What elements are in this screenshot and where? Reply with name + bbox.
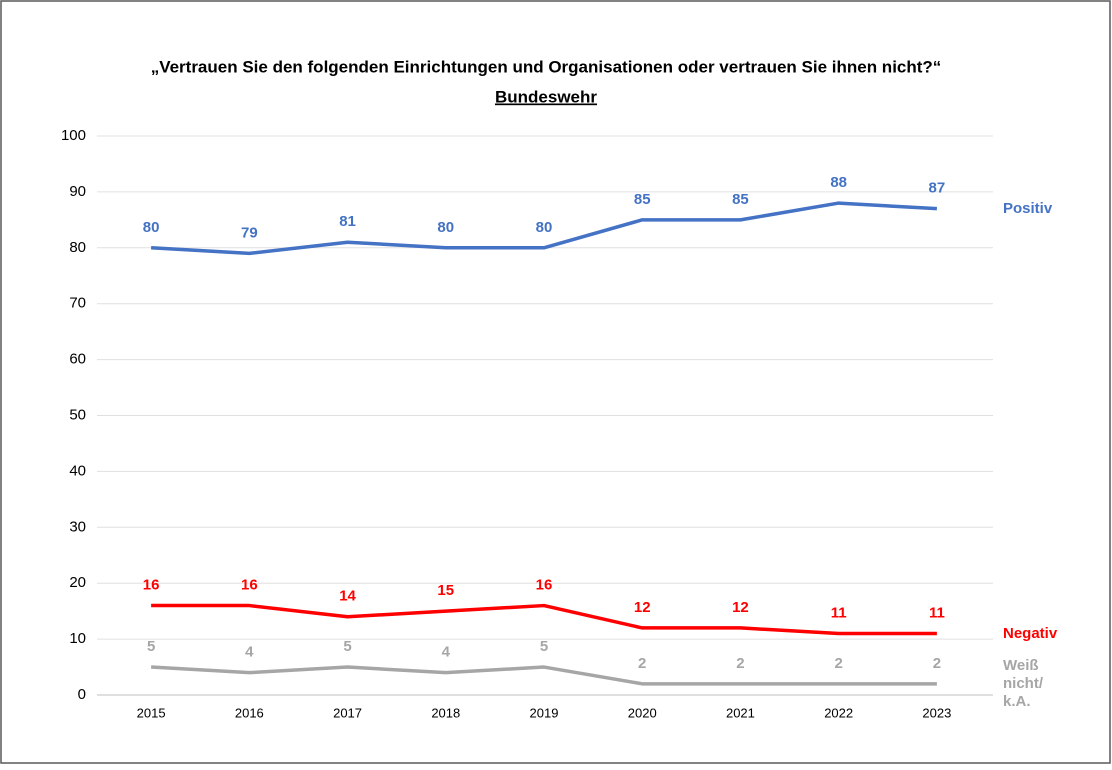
- data-label: 85: [732, 191, 749, 208]
- y-tick-label: 20: [69, 574, 86, 591]
- data-label: 4: [245, 644, 254, 661]
- x-tick-label: 2019: [530, 705, 559, 720]
- y-tick-label: 40: [69, 462, 86, 479]
- data-label: 16: [536, 577, 553, 594]
- legend-label: Negativ: [1003, 624, 1058, 642]
- data-label: 2: [736, 655, 744, 672]
- x-tick-label: 2017: [333, 705, 362, 720]
- data-label: 2: [638, 655, 646, 672]
- data-label: 15: [437, 582, 454, 599]
- x-tick-label: 2022: [824, 705, 853, 720]
- data-label: 5: [147, 638, 155, 655]
- legend-label: Positiv: [1003, 199, 1053, 217]
- y-tick-label: 10: [69, 630, 86, 647]
- x-tick-label: 2018: [431, 705, 460, 720]
- data-label: 88: [830, 174, 847, 191]
- x-tick-label: 2021: [726, 705, 755, 720]
- data-label: 16: [143, 577, 160, 594]
- x-tick-label: 2023: [922, 705, 951, 720]
- data-label: 4: [442, 644, 451, 661]
- data-label: 87: [929, 180, 946, 197]
- data-label: 11: [831, 604, 847, 621]
- y-tick-label: 0: [78, 686, 86, 703]
- series-line: [151, 201, 937, 256]
- data-label: 5: [540, 638, 548, 655]
- series-line: [151, 665, 937, 686]
- data-label: 5: [343, 638, 351, 655]
- data-label: 2: [933, 655, 941, 672]
- legend-label: Weiß nicht/ k.A.: [1003, 656, 1043, 710]
- y-tick-label: 70: [69, 295, 86, 312]
- data-label: 80: [536, 219, 553, 236]
- x-tick-label: 2015: [137, 705, 166, 720]
- data-label: 12: [732, 599, 749, 616]
- data-label: 11: [929, 604, 945, 621]
- data-label: 12: [634, 599, 651, 616]
- y-tick-label: 90: [69, 183, 86, 200]
- y-tick-label: 80: [69, 239, 86, 256]
- x-tick-label: 2016: [235, 705, 264, 720]
- data-label: 2: [834, 655, 842, 672]
- y-tick-label: 50: [69, 406, 86, 423]
- data-label: 80: [437, 219, 454, 236]
- data-label: 79: [241, 224, 258, 241]
- data-label: 81: [339, 213, 356, 230]
- x-tick-label: 2020: [628, 705, 657, 720]
- y-tick-label: 100: [61, 127, 86, 144]
- chart-subtitle: Bundeswehr: [495, 87, 597, 106]
- data-label: 80: [143, 219, 160, 236]
- data-label: 14: [339, 588, 356, 605]
- y-tick-label: 30: [69, 518, 86, 535]
- data-label: 85: [634, 191, 651, 208]
- y-tick-label: 60: [69, 351, 86, 368]
- chart-title: „Vertrauen Sie den folgenden Einrichtung…: [151, 57, 942, 76]
- series-line: [151, 603, 937, 636]
- data-label: 16: [241, 577, 258, 594]
